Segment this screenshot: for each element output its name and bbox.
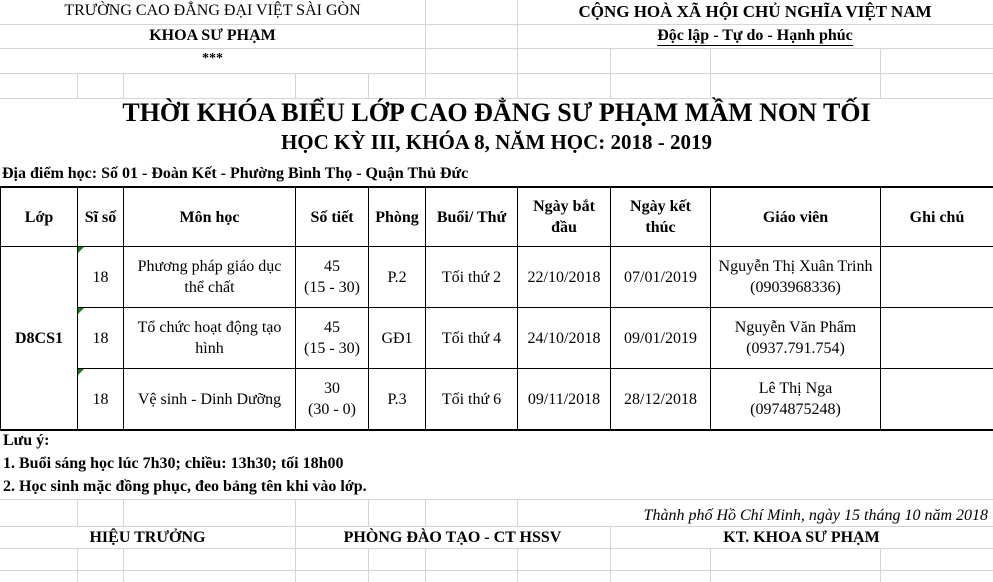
table-row: 18 Vệ sinh - Dinh Dưỡng 30 (30 - 0) P.3 T… [0, 368, 993, 431]
col-header-size: Sĩ số [77, 186, 124, 247]
room-cell: P.3 [368, 368, 426, 431]
notes-heading: Lưu ý: [3, 432, 50, 449]
col-header-start: Ngày bắt đầu [517, 186, 611, 247]
teacher-phone: (0903968336) [750, 279, 841, 296]
page-subtitle: HỌC KỲ III, KHÓA 8, NĂM HỌC: 2018 - 2019 [280, 130, 713, 154]
col-header-subject: Môn học [123, 186, 296, 247]
note-cell [880, 307, 993, 369]
teacher-name: Nguyễn Văn Phẩm [734, 319, 857, 336]
date-line: Thành phố Hồ Chí Minh, ngày 15 tháng 10 … [643, 507, 988, 524]
signature-training-office: PHÒNG ĐÀO TẠO - CT HSSV [343, 529, 562, 546]
periods-split: (15 - 30) [304, 340, 360, 357]
department-name: KHOA SƯ PHẠM [149, 27, 276, 44]
start-date-cell: 09/11/2018 [517, 368, 611, 431]
school-name: TRƯỜNG CAO ĐẲNG ĐẠI VIỆT SÀI GÒN [64, 2, 361, 19]
end-date-cell: 28/12/2018 [610, 368, 711, 431]
table-header-row: Lớp Sĩ số Môn học Số tiết Phòng Buổi/ Th… [0, 186, 993, 247]
national-motto: Độc lập - Tự do - Hạnh phúc [517, 27, 993, 46]
session-cell: Tối thứ 4 [425, 307, 518, 369]
periods-cell: 45 (15 - 30) [295, 307, 369, 369]
size-cell: 18 [77, 246, 124, 308]
size-cell: 18 [77, 368, 124, 431]
room-cell: P.2 [368, 246, 426, 308]
subject-cell: Phương pháp giáo dục thể chất [123, 246, 296, 308]
session-cell: Tối thứ 6 [425, 368, 518, 431]
periods-split: (15 - 30) [304, 279, 360, 296]
teacher-phone: (0974875248) [750, 401, 841, 418]
signature-department: KT. KHOA SƯ PHẠM [723, 529, 880, 546]
table-row: D8CS1 18 Phương pháp giáo dục thể chất 4… [0, 246, 993, 431]
col-header-teacher: Giáo viên [710, 186, 881, 247]
start-date-cell: 22/10/2018 [517, 246, 611, 308]
periods-split: (30 - 0) [308, 401, 356, 418]
note-item: 2. Học sinh mặc đồng phục, đeo bảng tên … [3, 478, 367, 495]
col-header-note: Ghi chú [880, 186, 993, 247]
periods-cell: 45 (15 - 30) [295, 246, 369, 308]
country-name: CỘNG HOÀ XÃ HỘI CHỦ NGHĨA VIỆT NAM [578, 2, 932, 21]
col-header-room: Phòng [368, 186, 426, 247]
note-item: 1. Buổi sáng học lúc 7h30; chiều: 13h30;… [3, 455, 344, 472]
page-title: THỜI KHÓA BIỂU LỚP CAO ĐẲNG SƯ PHẠM MẦM … [122, 98, 871, 127]
session-cell: Tối thứ 2 [425, 246, 518, 308]
teacher-cell: Lê Thị Nga (0974875248) [710, 368, 881, 431]
teacher-name: Lê Thị Nga [758, 380, 833, 397]
subject-cell: Tổ chức hoạt động tạo hình [123, 307, 296, 369]
col-header-class: Lớp [0, 186, 78, 247]
note-cell [880, 246, 993, 308]
table-row: 18 Tổ chức hoạt động tạo hình 45 (15 - 30… [1, 307, 993, 369]
location-line: Địa điểm học: Số 01 - Đoàn Kết - Phường … [2, 165, 469, 182]
periods-total: 45 [324, 258, 340, 275]
col-header-periods: Số tiết [295, 186, 369, 247]
signature-principal: HIỆU TRƯỞNG [89, 529, 206, 546]
room-cell: GĐ1 [368, 307, 426, 369]
note-cell [880, 368, 993, 431]
subject-cell: Vệ sinh - Dinh Dưỡng [123, 368, 296, 431]
periods-cell: 30 (30 - 0) [295, 368, 369, 431]
start-date-cell: 24/10/2018 [517, 307, 611, 369]
timetable: Lớp Sĩ số Môn học Số tiết Phòng Buổi/ Th… [0, 186, 993, 431]
end-date-cell: 09/01/2019 [610, 307, 711, 369]
size-cell: 18 [77, 307, 124, 369]
end-date-cell: 07/01/2019 [610, 246, 711, 308]
class-cell: D8CS1 [0, 246, 78, 431]
periods-total: 30 [324, 380, 340, 397]
periods-total: 45 [324, 319, 340, 336]
motto-text: Độc lập - Tự do - Hạnh phúc [657, 27, 853, 46]
col-header-end: Ngày kết thúc [610, 186, 711, 247]
teacher-cell: Nguyễn Văn Phẩm (0937.791.754) [710, 307, 881, 369]
stars-separator: *** [202, 51, 223, 66]
teacher-name: Nguyễn Thị Xuân Trinh [718, 258, 873, 275]
teacher-cell: Nguyễn Thị Xuân Trinh (0903968336) [710, 246, 881, 308]
teacher-phone: (0937.791.754) [746, 340, 845, 357]
col-header-session: Buổi/ Thứ [425, 186, 518, 247]
